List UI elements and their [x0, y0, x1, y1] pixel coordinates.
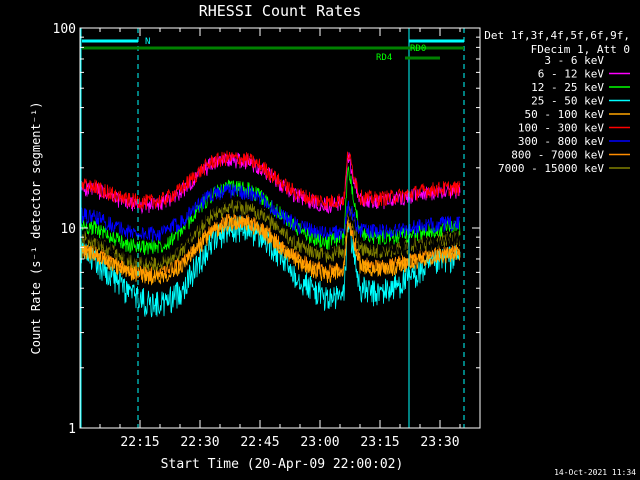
- annotation-n: N: [145, 37, 150, 47]
- x-tick-label: 23:30: [420, 435, 459, 450]
- annotation-rd4: RD4: [376, 53, 392, 63]
- y-tick-label: 100: [53, 22, 76, 37]
- legend-label: 25 - 50 keV: [531, 95, 604, 108]
- legend-label: 3 - 6 keV: [544, 54, 604, 67]
- legend-label: 300 - 800 keV: [518, 135, 604, 148]
- x-axis-label: Start Time (20-Apr-09 22:00:02): [161, 457, 404, 472]
- x-tick-label: 23:00: [300, 435, 339, 450]
- series-line-8: [80, 199, 461, 272]
- legend-label: 7000 - 15000 keV: [498, 162, 604, 175]
- series-line-6: [80, 183, 461, 242]
- x-tick-label: 22:30: [180, 435, 219, 450]
- legend-header-line: FDecim 1, Att 0: [531, 43, 630, 56]
- x-tick-label: 23:15: [360, 435, 399, 450]
- series-line-0: [80, 190, 461, 267]
- series-line-5: [80, 150, 461, 210]
- footer-timestamp: 14-Oct-2021 11:34: [554, 468, 636, 477]
- series-line-4: [80, 216, 460, 286]
- legend-label: 100 - 300 keV: [518, 122, 604, 135]
- annotation-rd0: RD0: [410, 44, 426, 54]
- legend-header-line: Det 1f,3f,4f,5f,6f,9f,: [484, 29, 630, 42]
- x-tick-label: 22:15: [120, 435, 159, 450]
- chart-title: RHESSI Count Rates: [199, 2, 362, 20]
- y-axis-label: Count Rate (s⁻¹ detector segment⁻¹): [29, 102, 43, 355]
- legend-label: 12 - 25 keV: [531, 81, 604, 94]
- legend-label: 800 - 7000 keV: [511, 149, 604, 162]
- y-tick-label: 10: [60, 222, 76, 237]
- x-tick-label: 22:45: [240, 435, 279, 450]
- series-line-1: [80, 152, 461, 215]
- y-tick-label: 1: [68, 422, 76, 437]
- legend-label: 50 - 100 keV: [525, 108, 605, 121]
- legend-label: 6 - 12 keV: [538, 68, 605, 81]
